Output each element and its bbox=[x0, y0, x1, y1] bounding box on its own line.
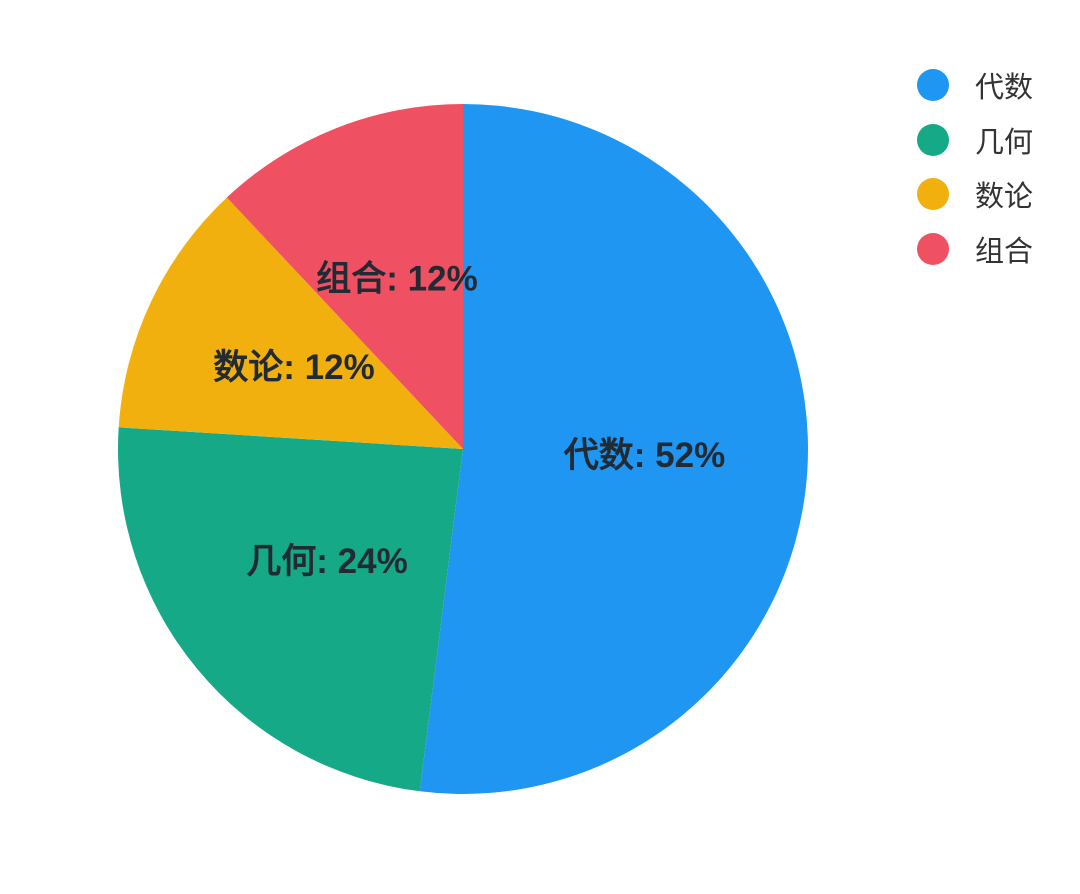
svg-text:组合: 12%: 组合: 12% bbox=[316, 260, 477, 299]
svg-text:几何: 24%: 几何: 24% bbox=[246, 542, 407, 581]
svg-text:代数: 52%: 代数: 52% bbox=[563, 436, 725, 475]
svg-text:数论: 12%: 数论: 12% bbox=[213, 348, 374, 387]
